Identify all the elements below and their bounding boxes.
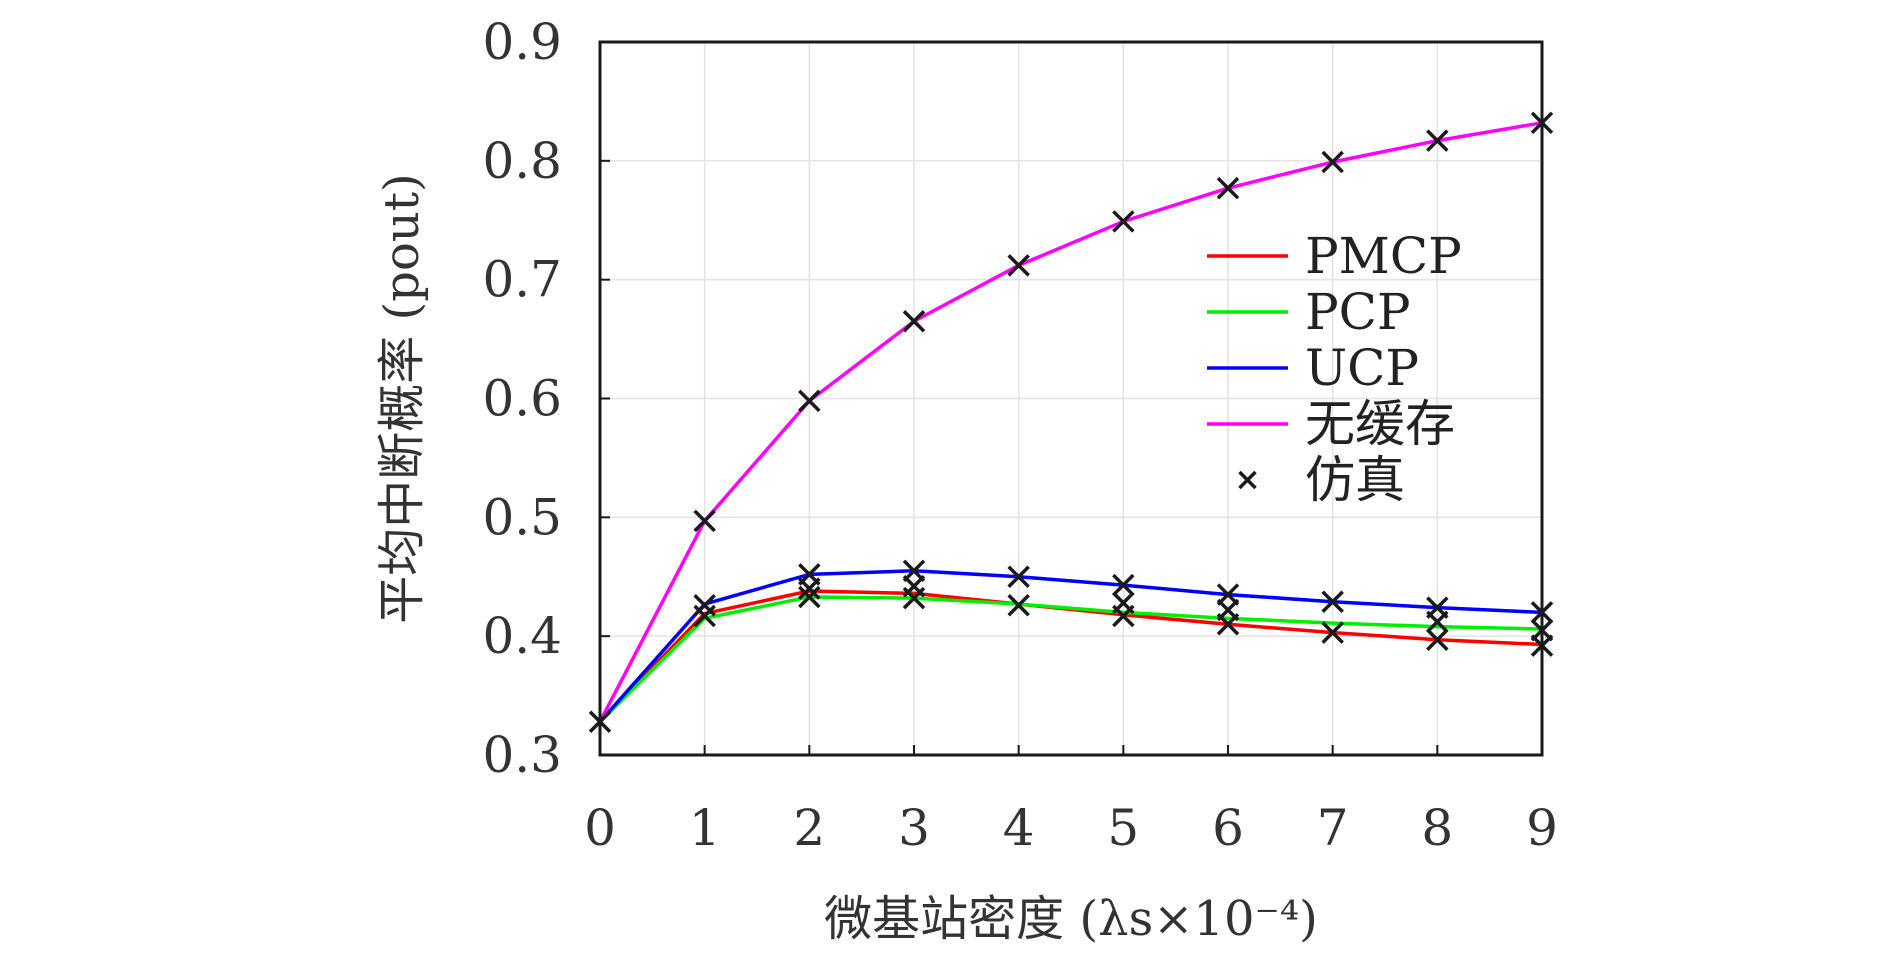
legend-label: PCP: [1305, 283, 1411, 341]
legend-label: UCP: [1305, 339, 1419, 397]
y-tick-label: 0.3: [482, 726, 562, 784]
sim-marker: [693, 594, 716, 617]
y-axis-ticks: 0.3 0.4 0.5 0.6 0.7 0.8 0.9: [482, 13, 610, 784]
y-tick-label: 0.7: [482, 251, 562, 309]
sim-marker: [1426, 628, 1449, 651]
x-tick-label: 2: [793, 799, 825, 857]
x-axis-ticks: 0 1 2 3 4 5 6 7 8 9: [584, 745, 1558, 857]
legend-label: 无缓存: [1305, 395, 1455, 453]
sim-marker: [1426, 129, 1449, 152]
sim-marker: [693, 604, 716, 628]
sim-marker: [1112, 573, 1135, 597]
sim-marker: [1216, 176, 1240, 200]
sim-marker: [1321, 590, 1344, 613]
sim-marker: [1112, 210, 1135, 233]
legend-label: 仿真: [1305, 451, 1405, 509]
x-tick-label: 9: [1526, 799, 1558, 857]
sim-marker: [1007, 565, 1030, 588]
legend-label: PMCP: [1305, 227, 1462, 285]
legend-marker-swatch: [1238, 470, 1257, 490]
x-tick-label: 5: [1107, 799, 1139, 857]
sim-marker: [1007, 254, 1030, 277]
x-tick-label: 3: [898, 799, 930, 857]
x-tick-label: 8: [1421, 799, 1453, 857]
sim-marker: [693, 509, 716, 533]
y-tick-label: 0.5: [482, 488, 562, 546]
series-line: [598, 569, 1543, 723]
y-tick-label: 0.8: [482, 132, 562, 190]
sim-marker: [1007, 594, 1030, 617]
series-line: [598, 121, 1543, 723]
y-tick-label: 0.9: [482, 13, 562, 71]
sim-marker: [1426, 596, 1449, 619]
sim-marker: [798, 585, 821, 609]
sim-marker: [1216, 583, 1240, 606]
series-line: [598, 595, 1543, 723]
sim-marker: [902, 559, 926, 583]
x-axis-title: 微基站密度 (λs×10⁻⁴): [824, 891, 1318, 947]
y-axis-title: 平均中断概率 (pout): [374, 173, 430, 624]
sim-marker: [1112, 591, 1135, 615]
x-tick-label: 7: [1317, 799, 1349, 857]
x-tick-label: 0: [584, 799, 616, 857]
sim-marker: [1321, 150, 1344, 174]
series-lines: [598, 121, 1543, 723]
x-tick-label: 4: [1003, 799, 1035, 857]
sim-marker: [798, 389, 821, 413]
sim-marker: [1321, 621, 1344, 644]
y-tick-label: 0.6: [482, 370, 562, 428]
y-tick-label: 0.4: [482, 607, 562, 665]
x-tick-label: 6: [1212, 799, 1244, 857]
sim-marker: [798, 563, 821, 586]
x-tick-label: 1: [689, 799, 721, 857]
sim-marker: [902, 310, 926, 333]
